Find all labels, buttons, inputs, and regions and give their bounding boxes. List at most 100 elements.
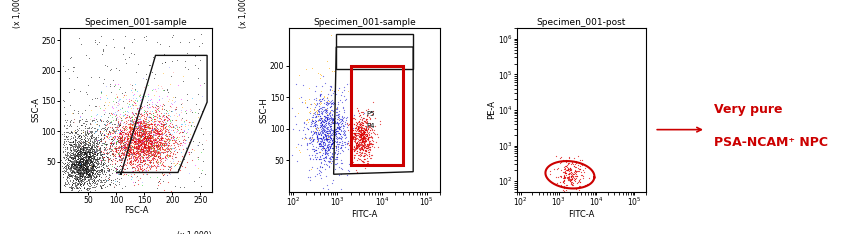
Point	[146, 161, 160, 165]
Point	[108, 154, 122, 158]
Point	[136, 134, 150, 138]
Point	[163, 143, 176, 146]
Point	[81, 137, 95, 141]
Point	[96, 81, 110, 85]
Point	[143, 105, 157, 109]
Text: (x 1,000): (x 1,000)	[239, 0, 248, 28]
Point	[326, 109, 340, 113]
Point	[329, 113, 342, 117]
Point	[83, 154, 97, 158]
Point	[130, 130, 144, 134]
Point	[129, 70, 143, 74]
Point	[166, 135, 180, 139]
Point	[87, 175, 101, 178]
Point	[354, 126, 368, 130]
Point	[303, 111, 316, 114]
Point	[60, 176, 74, 180]
Point	[74, 155, 88, 158]
Point	[329, 144, 343, 147]
Point	[82, 172, 95, 176]
Point	[119, 134, 132, 138]
Point	[60, 145, 74, 149]
Point	[355, 159, 369, 163]
Point	[93, 129, 107, 133]
Point	[61, 139, 75, 143]
Point	[319, 155, 333, 159]
Point	[83, 157, 97, 161]
Point	[330, 137, 344, 141]
Point	[315, 144, 329, 148]
Point	[95, 168, 108, 172]
Point	[98, 106, 112, 110]
Point	[146, 142, 160, 145]
Point	[127, 139, 141, 143]
Point	[142, 125, 156, 129]
Point	[85, 134, 99, 138]
Point	[141, 144, 155, 148]
Point	[105, 158, 119, 162]
Point	[103, 141, 117, 144]
Point	[329, 127, 343, 131]
Point	[186, 96, 200, 100]
Point	[137, 150, 150, 154]
Point	[126, 136, 140, 140]
Point	[143, 133, 157, 136]
Point	[71, 153, 84, 157]
Point	[92, 196, 106, 199]
Point	[359, 139, 372, 143]
Point	[132, 149, 146, 153]
Point	[142, 137, 156, 141]
Point	[119, 136, 132, 140]
Point	[71, 156, 85, 160]
Point	[155, 143, 169, 146]
Point	[98, 172, 112, 176]
Point	[120, 172, 133, 176]
Point	[95, 180, 108, 184]
Point	[134, 141, 148, 145]
Point	[561, 168, 574, 172]
Point	[70, 150, 83, 154]
Point	[83, 181, 96, 185]
Point	[144, 149, 157, 153]
Point	[97, 103, 111, 107]
Point	[86, 154, 100, 157]
Point	[114, 151, 128, 154]
Point	[83, 146, 97, 150]
Point	[321, 121, 335, 125]
Point	[104, 111, 118, 115]
Point	[132, 119, 146, 123]
Point	[135, 133, 149, 136]
Point	[90, 145, 104, 149]
Point	[93, 147, 107, 151]
Point	[561, 176, 574, 179]
Point	[77, 150, 91, 154]
Point	[153, 132, 167, 135]
Point	[126, 155, 140, 159]
Point	[306, 119, 320, 123]
Point	[356, 137, 370, 141]
Point	[329, 144, 343, 147]
Point	[106, 171, 120, 175]
Point	[100, 178, 114, 182]
Point	[79, 176, 93, 179]
Point	[161, 167, 175, 171]
Point	[162, 111, 175, 115]
Point	[95, 185, 108, 189]
Point	[347, 113, 360, 117]
Point	[73, 149, 87, 152]
Point	[106, 106, 120, 110]
Point	[125, 145, 138, 149]
Point	[137, 120, 150, 123]
Point	[77, 167, 90, 171]
Point	[186, 139, 200, 143]
Point	[143, 115, 157, 119]
Point	[302, 117, 316, 121]
Point	[353, 123, 366, 127]
Point	[318, 148, 332, 152]
Point	[68, 162, 82, 166]
Title: Specimen_001-sample: Specimen_001-sample	[84, 18, 187, 27]
Point	[349, 168, 363, 172]
Point	[78, 174, 92, 178]
Point	[80, 170, 94, 174]
Point	[114, 163, 127, 167]
